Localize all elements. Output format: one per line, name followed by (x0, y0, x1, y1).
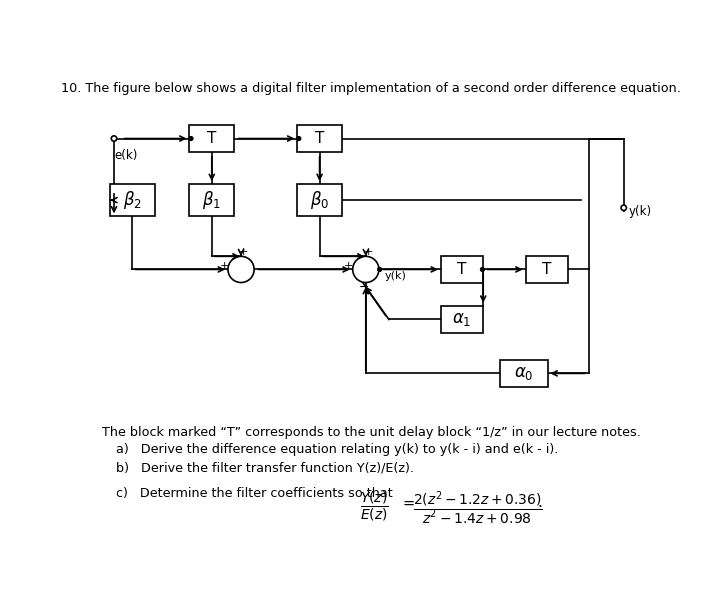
Text: $\dfrac{2(z^{2}-1.2z+0.36)}{z^{2}-1.4z+0.98}$: $\dfrac{2(z^{2}-1.2z+0.36)}{z^{2}-1.4z+0… (413, 490, 542, 527)
Text: c)   Determine the filter coefficients so that: c) Determine the filter coefficients so … (115, 487, 392, 501)
Bar (189, 184, 234, 216)
Bar (297, 184, 342, 216)
Circle shape (297, 136, 301, 141)
Text: 10. The figure below shows a digital filter implementation of a second order dif: 10. The figure below shows a digital fil… (61, 82, 681, 96)
Text: .: . (537, 495, 542, 510)
Text: $\beta_0$: $\beta_0$ (310, 189, 329, 211)
Bar (526, 256, 568, 283)
Text: +: + (239, 247, 248, 258)
Bar (441, 306, 483, 333)
Text: +: + (220, 261, 229, 270)
Text: −: − (358, 281, 369, 294)
Circle shape (228, 256, 254, 283)
Circle shape (378, 267, 381, 272)
Text: +: + (363, 247, 373, 258)
Text: T: T (457, 262, 467, 277)
Text: $\beta_2$: $\beta_2$ (123, 189, 142, 211)
Text: y(k): y(k) (629, 205, 652, 218)
Text: $\alpha_0$: $\alpha_0$ (514, 364, 534, 382)
Bar (441, 256, 483, 283)
Text: e(k): e(k) (114, 149, 137, 161)
Text: +: + (344, 261, 354, 270)
Bar (500, 359, 547, 387)
Text: $\dfrac{Y(z)}{E(z)}$: $\dfrac{Y(z)}{E(z)}$ (360, 490, 389, 523)
Bar (189, 125, 234, 152)
Text: T: T (315, 131, 324, 146)
Text: T: T (207, 131, 217, 146)
Circle shape (481, 267, 484, 272)
Text: The block marked “T” corresponds to the unit delay block “1/z” in our lecture no: The block marked “T” corresponds to the … (102, 426, 641, 438)
Text: $\alpha_1$: $\alpha_1$ (452, 311, 472, 328)
Circle shape (112, 136, 117, 141)
Text: $=$: $=$ (400, 495, 416, 510)
Text: b)   Derive the filter transfer function Y(z)/E(z).: b) Derive the filter transfer function Y… (115, 462, 413, 475)
Circle shape (352, 256, 379, 283)
Text: y(k): y(k) (385, 272, 407, 281)
Bar (297, 125, 342, 152)
Text: T: T (542, 262, 552, 277)
Text: a)   Derive the difference equation relating y(k) to y(k - i) and e(k - i).: a) Derive the difference equation relati… (115, 443, 558, 457)
Text: $\beta_1$: $\beta_1$ (202, 189, 221, 211)
Circle shape (189, 136, 193, 141)
Bar (110, 184, 155, 216)
Circle shape (621, 205, 626, 211)
